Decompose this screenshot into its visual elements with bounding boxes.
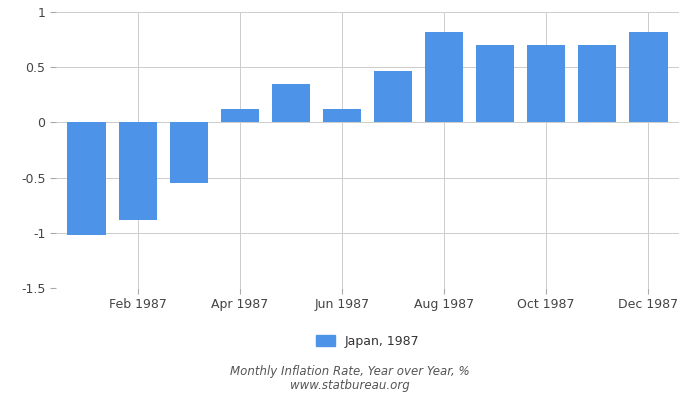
Bar <box>272 84 310 122</box>
Bar <box>67 122 106 235</box>
Legend: Japan, 1987: Japan, 1987 <box>311 330 424 353</box>
Bar <box>323 109 361 122</box>
Bar <box>476 45 514 122</box>
Bar <box>527 45 566 122</box>
Bar <box>220 109 259 122</box>
Bar <box>425 32 463 122</box>
Text: Monthly Inflation Rate, Year over Year, %: Monthly Inflation Rate, Year over Year, … <box>230 366 470 378</box>
Bar <box>169 122 208 183</box>
Bar <box>629 32 668 122</box>
Text: www.statbureau.org: www.statbureau.org <box>290 380 410 392</box>
Bar <box>374 70 412 122</box>
Bar <box>578 45 617 122</box>
Bar <box>118 122 157 220</box>
